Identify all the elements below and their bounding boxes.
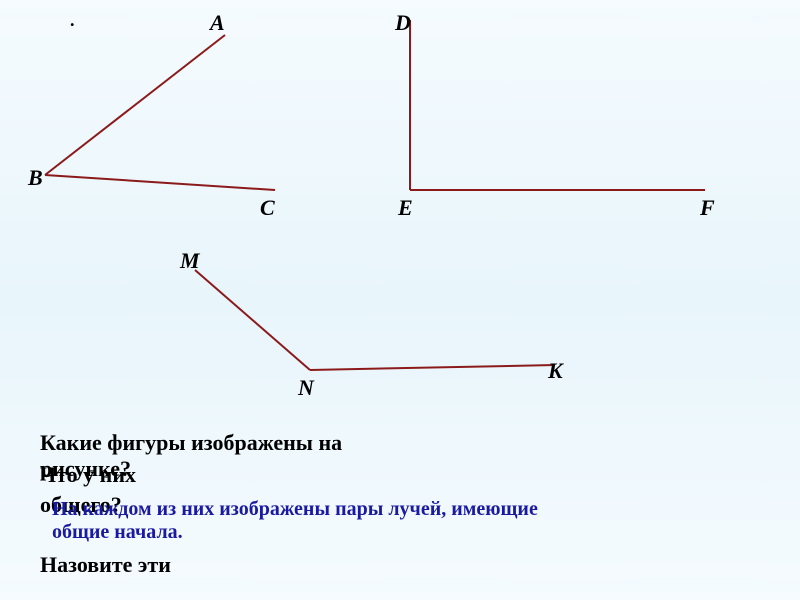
label-n: N [298,375,314,401]
answer-line2: общие начала. [52,520,183,544]
label-b: B [28,165,43,191]
ray-ba [45,35,225,175]
ray-bc [45,175,275,190]
question-1-line1: Какие фигуры изображены на [40,430,342,456]
label-d: D [395,10,411,36]
label-e: E [398,195,413,221]
label-c: C [260,195,275,221]
label-m: M [180,248,200,274]
label-a: A [210,10,225,36]
label-k: K [548,358,563,384]
ray-nm [195,270,310,370]
answer-line1: На каждом из них изображены пары лучей, … [52,497,538,521]
question-2-line1: Что у них [40,462,136,488]
dot-marker: . [70,10,75,31]
label-f: F [700,195,715,221]
ray-nk [310,365,555,370]
question-3: Назовите эти [40,552,171,578]
